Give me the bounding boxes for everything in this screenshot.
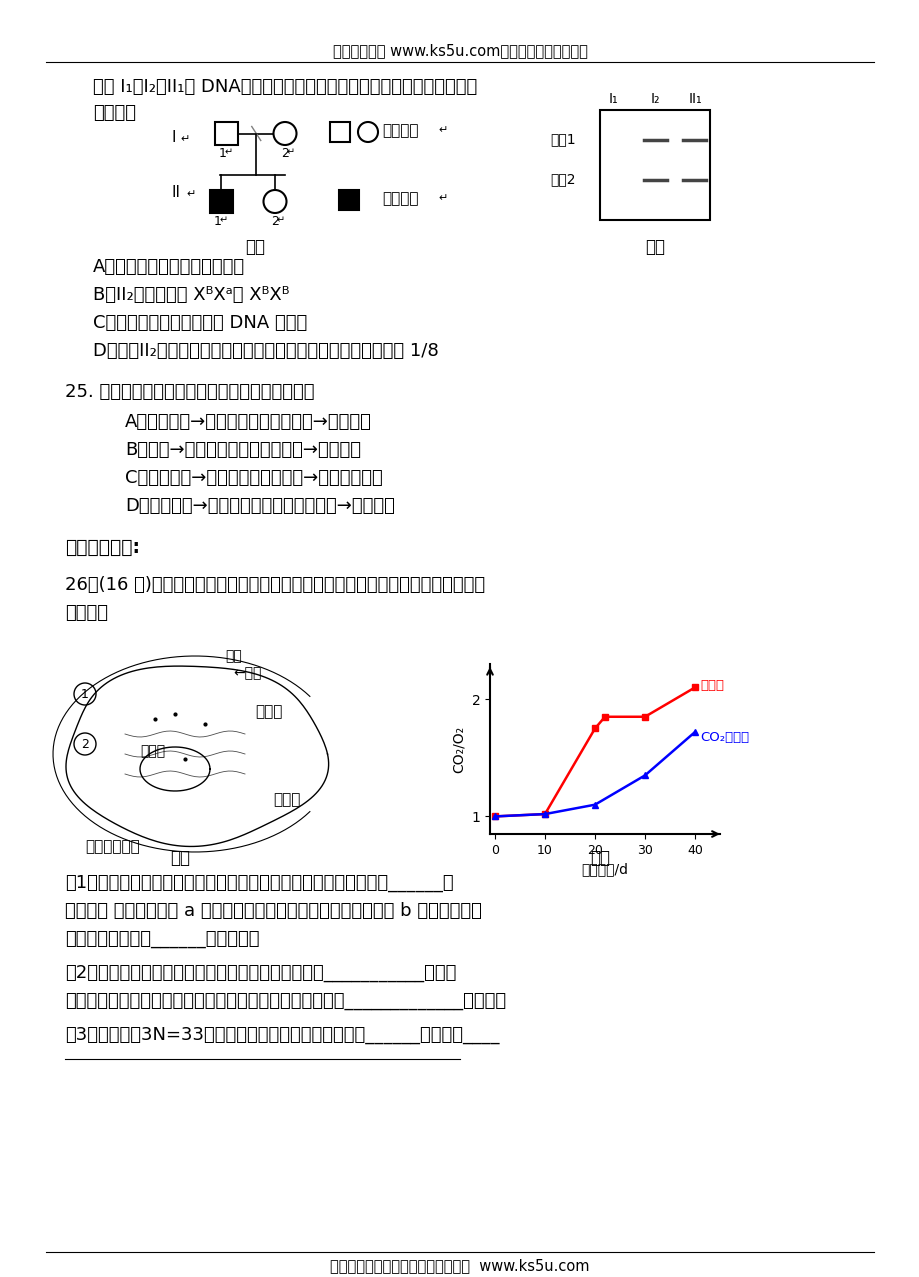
Bar <box>599 110 709 220</box>
Text: 香蕉果实变黄的原因是果皮细胞里的叶绿素被分解，显现了_____________的颜色。: 香蕉果实变黄的原因是果皮细胞里的叶绿素被分解，显现了_____________的… <box>65 992 505 1010</box>
Text: 2: 2 <box>81 738 89 751</box>
Text: ↵: ↵ <box>437 193 447 203</box>
Text: B．口渴→人体抗利尿激素分泌增加→尿量增加: B．口渴→人体抗利尿激素分泌增加→尿量增加 <box>125 441 360 458</box>
Text: I₂: I₂ <box>650 92 659 106</box>
Text: 条带2: 条带2 <box>550 172 575 186</box>
Text: C．空腹饥饿→人体胰岛素分泌增加→血糖水平回升: C．空腹饥饿→人体胰岛素分泌增加→血糖水平回升 <box>125 469 382 487</box>
Text: 欢迎广大教师踊跃来稿，稿酬丰厚。  www.ks5u.com: 欢迎广大教师踊跃来稿，稿酬丰厚。 www.ks5u.com <box>330 1258 589 1273</box>
Bar <box>330 123 349 142</box>
Text: CO₂处理组: CO₂处理组 <box>699 732 748 744</box>
Text: ↵: ↵ <box>180 134 189 144</box>
Text: （1）由图甲分析，乙烯诱导纤维素酶的形成是通过调节基因表达的______过: （1）由图甲分析，乙烯诱导纤维素酶的形成是通过调节基因表达的______过 <box>65 873 453 893</box>
Text: 2: 2 <box>280 147 289 160</box>
Text: II₁: II₁ <box>687 92 701 106</box>
Text: ↵: ↵ <box>220 215 228 225</box>
Text: II: II <box>172 185 181 200</box>
Text: 则该基因至少含有______个鸟嘌呤。: 则该基因至少含有______个鸟嘌呤。 <box>65 930 259 948</box>
Text: 1: 1 <box>81 687 89 701</box>
Text: 正确的是: 正确的是 <box>93 103 136 123</box>
Text: I: I <box>172 130 176 146</box>
Text: 高考资源网（ www.ks5u.com），您身边的高考专家: 高考资源网（ www.ks5u.com），您身边的高考专家 <box>332 43 587 57</box>
Text: A．该病属于常染色体隐性遗传: A．该病属于常染色体隐性遗传 <box>93 258 244 276</box>
Text: 正常男女: 正常男女 <box>381 123 418 138</box>
Text: ↵: ↵ <box>186 189 195 199</box>
Text: 26．(16 分)请根据下图有关香蕉果实成熟过程的变化及在贮藏过程中的实验数据回: 26．(16 分)请根据下图有关香蕉果实成熟过程的变化及在贮藏过程中的实验数据回 <box>65 576 484 594</box>
Circle shape <box>263 190 286 213</box>
Text: 图甲: 图甲 <box>244 238 265 255</box>
Text: ←乙烯: ←乙烯 <box>233 667 261 679</box>
Circle shape <box>273 123 296 146</box>
Circle shape <box>74 733 96 755</box>
Text: 条带1: 条带1 <box>550 132 575 146</box>
Text: D．如果II₂与一个正常男性随机婚配，生一个患病男孩的概率是 1/8: D．如果II₂与一个正常男性随机婚配，生一个患病男孩的概率是 1/8 <box>93 342 438 360</box>
Text: ↵: ↵ <box>437 125 447 135</box>
Text: （2）活性纤维素酶从细胞排出的方式，体现了细胞膜___________；成熟: （2）活性纤维素酶从细胞排出的方式，体现了细胞膜___________；成熟 <box>65 964 456 982</box>
Text: 图乙: 图乙 <box>589 849 609 867</box>
Text: 2: 2 <box>271 215 278 229</box>
Y-axis label: CO₂/O₂: CO₂/O₂ <box>451 725 465 773</box>
Text: 程而实现 若纤维素酶由 a 个氨基酸构成，控制该酶合成的基因含有 b 个胸腺嘧啶，: 程而实现 若纤维素酶由 a 个氨基酸构成，控制该酶合成的基因含有 b 个胸腺嘧啶… <box>65 902 482 919</box>
Circle shape <box>74 683 96 705</box>
Text: 1: 1 <box>219 147 227 160</box>
Text: B．II₂的基因型是 XᴮXᵃ或 XᴮXᴮ: B．II₂的基因型是 XᴮXᵃ或 XᴮXᴮ <box>93 286 289 304</box>
Bar <box>338 190 358 209</box>
Text: 受体: 受体 <box>225 649 242 663</box>
Circle shape <box>357 123 378 142</box>
Text: （3）若香蕉（3N=33）正常情况下能培育出单倍体吗？______。原因是____: （3）若香蕉（3N=33）正常情况下能培育出单倍体吗？______。原因是___… <box>65 1025 499 1045</box>
Text: 25. 有关生物体对刺激作出反应的表述，错误的是: 25. 有关生物体对刺激作出反应的表述，错误的是 <box>65 383 314 401</box>
Text: 1: 1 <box>214 215 221 229</box>
Text: 活性纤维素酶: 活性纤维素酶 <box>85 839 140 854</box>
Text: D．病毒感染→人体浆细胞分泌特异性抗体→清除病毒: D．病毒感染→人体浆细胞分泌特异性抗体→清除病毒 <box>125 497 394 515</box>
Text: 三、非选择题:: 三、非选择题: <box>65 538 140 557</box>
Text: ↵: ↵ <box>287 147 295 157</box>
Text: 图甲: 图甲 <box>170 849 190 867</box>
Text: 核糖体: 核糖体 <box>140 744 165 759</box>
Text: I₁: I₁ <box>607 92 618 106</box>
Text: 图乙: 图乙 <box>644 238 664 255</box>
Text: 系中 I₁、I₂和II₁的 DNA，经过酶切、电泳等步骤，结果见图乙。以下说法: 系中 I₁、I₂和II₁的 DNA，经过酶切、电泳等步骤，结果见图乙。以下说法 <box>93 78 477 96</box>
Text: ↵: ↵ <box>277 215 285 225</box>
Bar <box>215 123 238 146</box>
Text: C．酶切时需用到限制酶和 DNA 连接酶: C．酶切时需用到限制酶和 DNA 连接酶 <box>93 314 307 332</box>
Text: A．单侧光照→植物体生长素重新分布→向光弯曲: A．单侧光照→植物体生长素重新分布→向光弯曲 <box>125 412 371 432</box>
Text: 对照组: 对照组 <box>699 678 723 692</box>
Text: 男性患者: 男性患者 <box>381 192 418 206</box>
Text: 细胞壁: 细胞壁 <box>273 792 300 807</box>
Text: ↵: ↵ <box>225 147 233 157</box>
Bar <box>210 190 233 213</box>
Text: 细胞质: 细胞质 <box>255 704 282 719</box>
X-axis label: 贮藏天数/d: 贮藏天数/d <box>581 862 628 876</box>
Text: 答问题。: 答问题。 <box>65 604 108 622</box>
